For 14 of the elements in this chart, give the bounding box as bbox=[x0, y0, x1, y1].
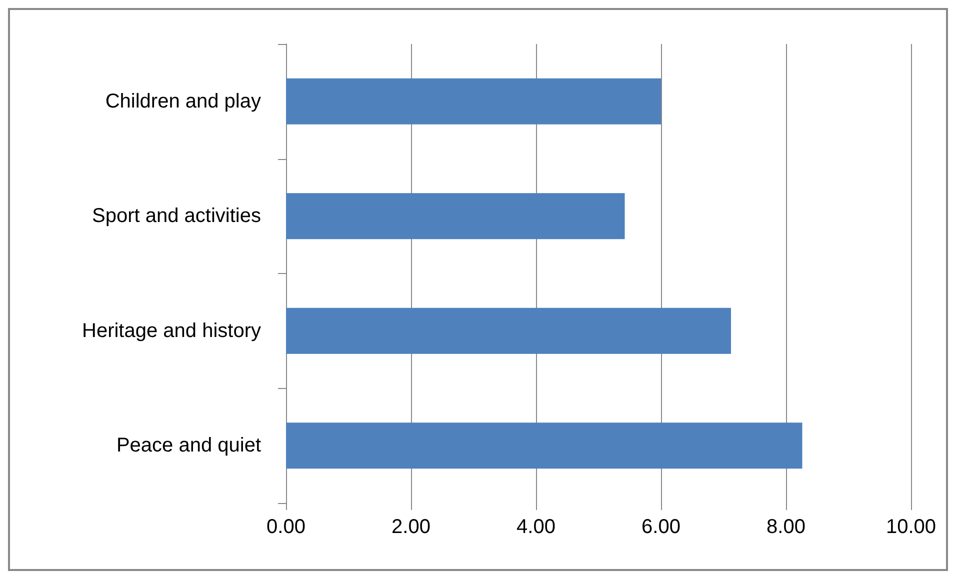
bar bbox=[286, 193, 625, 240]
x-tick-label: 10.00 bbox=[886, 516, 936, 538]
bar bbox=[286, 308, 731, 354]
y-tick-label: Peace and quiet bbox=[116, 434, 262, 457]
x-tick-label: 4.00 bbox=[516, 516, 556, 538]
bar bbox=[286, 78, 661, 124]
x-tick-label: 0.00 bbox=[266, 516, 306, 538]
x-tick-label: 6.00 bbox=[642, 516, 680, 538]
y-tick-label: Children and play bbox=[105, 90, 261, 112]
y-tick-label: Heritage and history bbox=[82, 320, 261, 342]
bar bbox=[286, 422, 802, 469]
y-tick-label: Sport and activities bbox=[92, 205, 261, 228]
x-tick-label: 8.00 bbox=[766, 516, 806, 538]
x-tick-label: 2.00 bbox=[392, 516, 430, 538]
